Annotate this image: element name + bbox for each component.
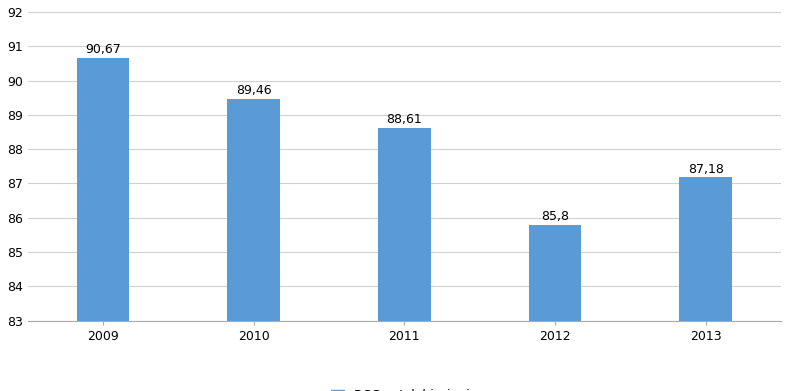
- Text: 87,18: 87,18: [688, 163, 723, 176]
- Text: 85,8: 85,8: [541, 210, 569, 223]
- Bar: [679, 177, 732, 321]
- Text: 88,61: 88,61: [387, 113, 422, 127]
- Bar: [529, 224, 582, 321]
- Text: 90,67: 90,67: [85, 43, 121, 56]
- Bar: [76, 57, 129, 321]
- Bar: [378, 128, 431, 321]
- Legend: BCG w I dobie życia: BCG w I dobie życia: [326, 384, 482, 391]
- Text: 89,46: 89,46: [236, 84, 272, 97]
- Bar: [228, 99, 281, 321]
